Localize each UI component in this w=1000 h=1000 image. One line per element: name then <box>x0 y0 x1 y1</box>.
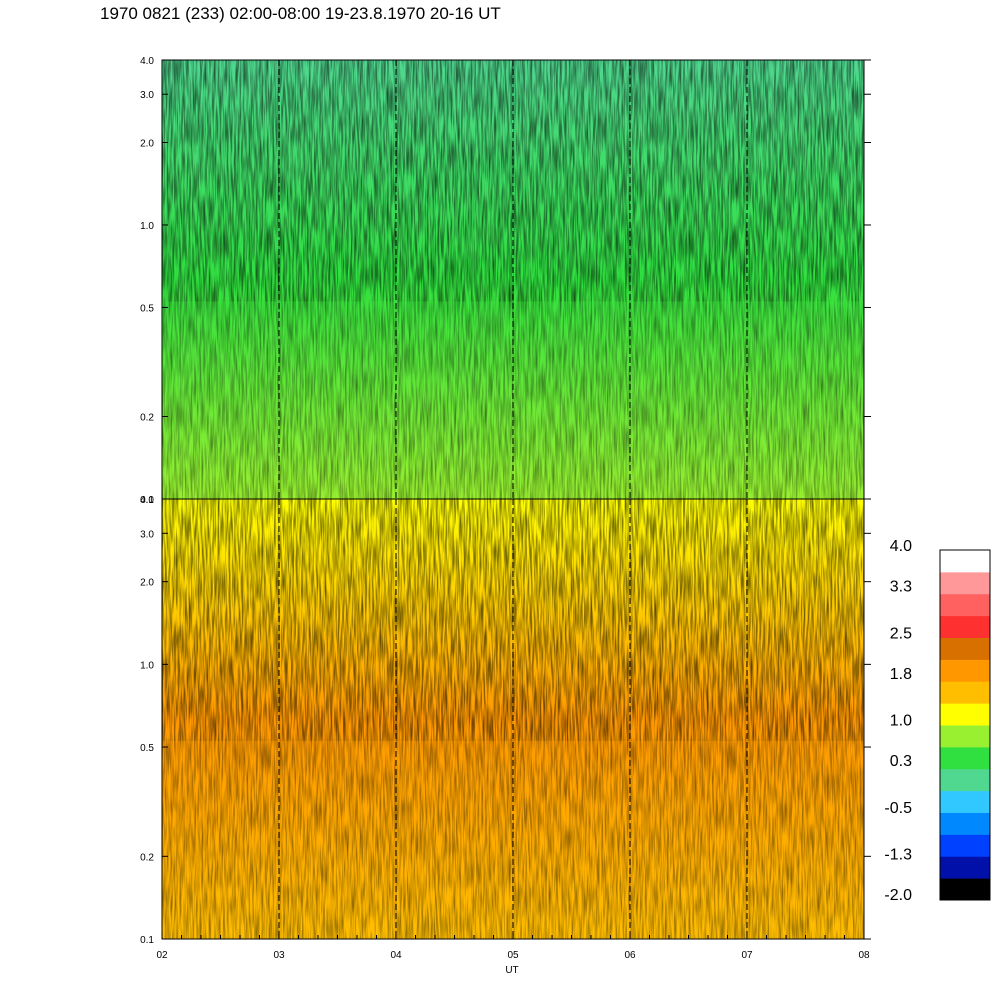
colorbar-swatch <box>940 593 990 617</box>
colorbar-label: 1.0 <box>890 713 912 730</box>
colorbar-label: 3.3 <box>890 579 912 596</box>
colorbar: 4.0 3.3 2.5 1.8 1.0 0.3 -0.5 -1.3 -2.0 <box>884 538 991 904</box>
colorbar-label: 0.3 <box>890 753 912 770</box>
x-tick-label: 06 <box>624 950 636 961</box>
colorbar-swatch <box>940 659 990 682</box>
y-tick-label: 0.1 <box>140 935 154 946</box>
colorbar-frame <box>939 549 991 901</box>
y-tick-label: 4.0 <box>140 495 154 506</box>
y-tick-label: 0.5 <box>140 303 154 314</box>
colorbar-swatch <box>940 856 990 879</box>
x-tick-label: 03 <box>273 950 285 961</box>
colorbar-swatch <box>940 725 990 748</box>
colorbar-swatch <box>940 550 990 573</box>
y-tick-label: 1.0 <box>140 660 154 671</box>
lower-spectrogram-panel: 0.1 0.2 0.5 1.0 2.0 3.0 4.0 <box>140 495 871 946</box>
x-tick-label: 05 <box>507 950 519 961</box>
y-tick-label: 4.0 <box>140 56 154 67</box>
y-tick-label: 0.2 <box>140 413 154 424</box>
x-tick-label: 04 <box>390 950 402 961</box>
colorbar-label: -0.5 <box>884 800 912 817</box>
y-tick-label: 3.0 <box>140 90 154 101</box>
y-tick-label: 0.5 <box>140 743 154 754</box>
y-tick-label: 2.0 <box>140 138 154 149</box>
colorbar-swatch <box>940 790 990 813</box>
axes: 02 03 04 05 06 07 08 UT <box>156 931 870 976</box>
x-tick-label: 02 <box>156 950 168 961</box>
colorbar-label: 4.0 <box>890 538 912 555</box>
colorbar-label: 1.8 <box>890 666 912 683</box>
colorbar-swatch <box>940 812 990 835</box>
y-tick-label: 3.0 <box>140 529 154 540</box>
colorbar-swatch <box>940 681 990 704</box>
upper-spectrogram-panel: 0.1 0.2 0.5 1.0 2.0 3.0 4.0 <box>140 56 871 506</box>
chart-title: 1970 0821 (233) 02:00-08:00 19-23.8.1970… <box>100 4 501 23</box>
y-tick-label: 0.2 <box>140 852 154 863</box>
x-tick-label: 07 <box>741 950 753 961</box>
colorbar-swatch <box>940 768 990 792</box>
x-axis-label: UT <box>505 965 518 976</box>
colorbar-swatch <box>940 615 990 638</box>
x-tick-label: 08 <box>858 950 870 961</box>
colorbar-swatch <box>940 878 990 901</box>
colorbar-swatch <box>940 637 990 660</box>
colorbar-label: -1.3 <box>884 846 912 863</box>
colorbar-label: 2.5 <box>890 625 912 642</box>
colorbar-label: -2.0 <box>884 887 912 904</box>
y-tick-label: 1.0 <box>140 221 154 232</box>
y-tick-label: 0.1 <box>140 495 154 506</box>
colorbar-swatch <box>940 834 990 857</box>
colorbar-swatch <box>940 703 990 726</box>
y-tick-label: 2.0 <box>140 578 154 589</box>
colorbar-swatch <box>940 746 990 770</box>
colorbar-swatch <box>940 571 990 595</box>
